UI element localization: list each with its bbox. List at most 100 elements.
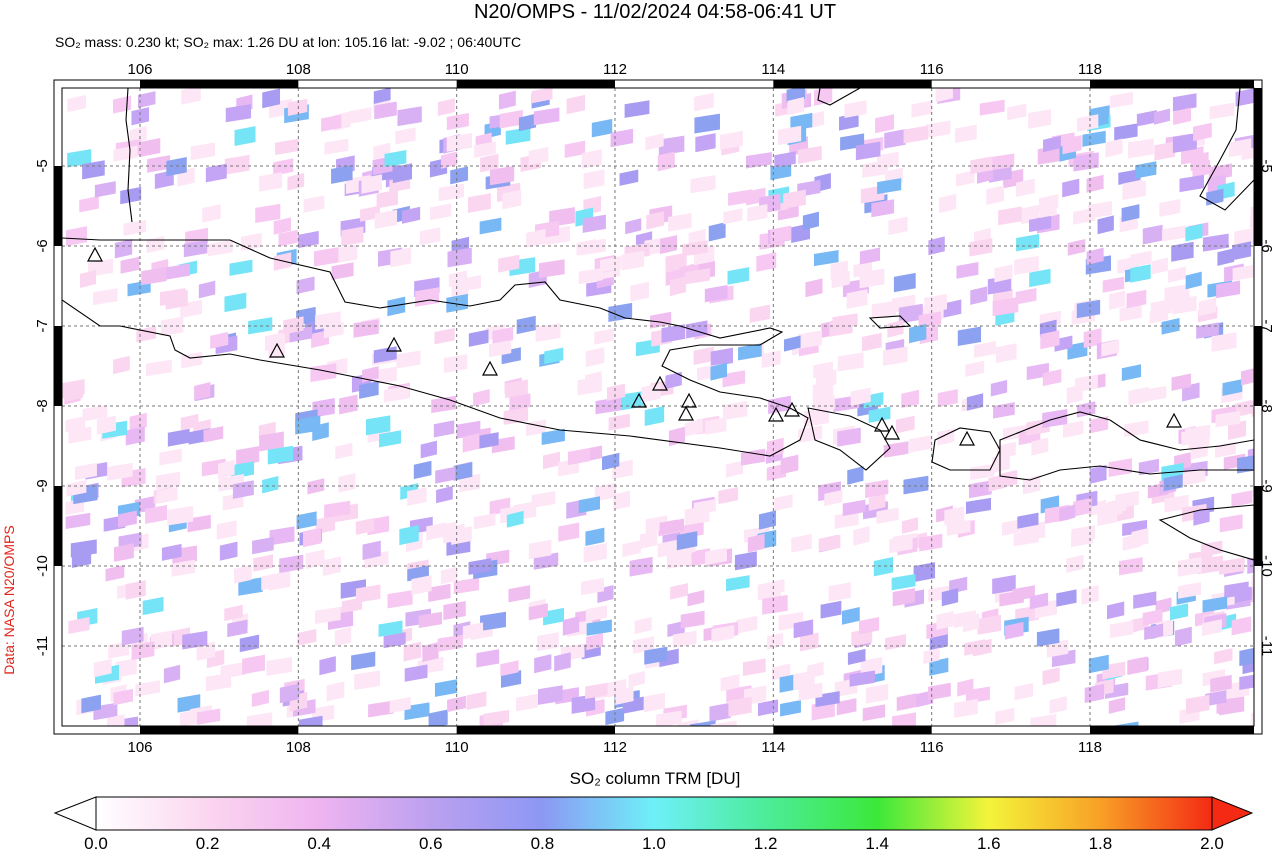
so2-cell xyxy=(499,110,523,129)
so2-cell xyxy=(1173,107,1192,125)
so2-cell xyxy=(230,461,255,479)
so2-cell xyxy=(944,506,965,526)
so2-cell xyxy=(581,149,602,169)
lat-label-right: -11 xyxy=(1258,636,1272,657)
so2-cell xyxy=(1162,225,1186,242)
so2-cell xyxy=(1014,682,1034,701)
so2-cell xyxy=(202,204,221,223)
so2-cell xyxy=(1251,712,1254,726)
so2-cell xyxy=(538,685,563,705)
so2-cell xyxy=(365,415,391,436)
frame-band xyxy=(1090,80,1254,88)
colorbar-tick-label: 1.4 xyxy=(865,834,889,853)
so2-cell xyxy=(928,682,951,701)
so2-cell xyxy=(190,142,216,161)
so2-cell xyxy=(986,185,1004,205)
so2-cell xyxy=(1029,268,1051,288)
colorbar-tick-label: 0.6 xyxy=(419,834,443,853)
so2-cell xyxy=(79,270,96,289)
so2-cell xyxy=(941,588,959,607)
so2-cell xyxy=(1163,474,1183,492)
so2-cell xyxy=(224,154,250,175)
so2-cell xyxy=(1028,215,1052,233)
so2-cell xyxy=(1193,508,1210,526)
so2-cell xyxy=(1231,616,1252,636)
so2-cell xyxy=(321,114,342,132)
so2-cell xyxy=(1251,574,1254,588)
so2-cell xyxy=(1241,368,1254,386)
so2-cell xyxy=(594,482,617,502)
so2-cell xyxy=(453,577,480,595)
so2-cell xyxy=(313,247,339,267)
so2-cell xyxy=(224,292,247,313)
frame-band xyxy=(1254,326,1262,406)
so2-cell xyxy=(518,113,537,132)
so2-cell xyxy=(937,389,958,408)
so2-cell xyxy=(139,138,161,157)
so2-cell xyxy=(435,466,456,484)
so2-cell xyxy=(672,630,697,648)
so2-cell xyxy=(476,649,500,668)
so2-cell xyxy=(1216,280,1241,299)
so2-cell xyxy=(331,262,354,280)
so2-cell xyxy=(387,590,413,609)
so2-cell xyxy=(443,354,468,373)
so2-cell xyxy=(562,616,580,636)
so2-cell xyxy=(278,229,298,247)
so2-cell xyxy=(106,714,125,726)
so2-cell xyxy=(287,98,308,116)
so2-cell xyxy=(1237,455,1254,474)
so2-cell xyxy=(420,440,437,459)
so2-cell xyxy=(828,582,851,602)
colorbar: SO₂ column TRM [DU] 0.0 0.2 0.4 0.6 0.8 1.0 1.… xyxy=(53,769,1254,853)
so2-cell xyxy=(433,420,455,438)
so2-cell xyxy=(865,683,889,704)
so2-cell xyxy=(725,460,744,478)
so2-cell xyxy=(591,118,613,138)
so2-cell xyxy=(396,350,421,369)
so2-cell xyxy=(661,324,686,343)
colorbar-ramp xyxy=(95,796,1213,831)
so2-cell xyxy=(909,435,932,453)
so2-cell xyxy=(585,527,605,547)
frame-band xyxy=(54,166,62,246)
so2-cell xyxy=(998,206,1022,226)
so2-cell xyxy=(585,347,605,367)
so2-cell xyxy=(362,366,379,383)
so2-cell xyxy=(736,615,758,634)
so2-cell xyxy=(82,404,108,422)
so2-cell xyxy=(443,601,466,621)
so2-cell xyxy=(747,204,768,222)
so2-cell xyxy=(355,584,381,603)
so2-cell xyxy=(1141,386,1167,403)
so2-cell xyxy=(680,610,705,629)
so2-cell xyxy=(566,94,585,115)
so2-cell xyxy=(403,641,422,662)
frame-band xyxy=(140,80,299,88)
so2-cell xyxy=(506,510,524,528)
so2-cell xyxy=(440,151,458,169)
so2-cell xyxy=(159,448,182,466)
so2-cell xyxy=(437,98,455,117)
so2-cell xyxy=(1121,364,1142,382)
so2-cell xyxy=(1067,341,1088,360)
so2-cell xyxy=(943,299,962,318)
so2-cell xyxy=(644,646,668,665)
so2-cell xyxy=(667,620,685,637)
so2-cell xyxy=(1232,264,1254,281)
so2-cell xyxy=(411,575,432,596)
so2-cell xyxy=(892,588,915,607)
so2-cell xyxy=(298,230,319,249)
so2-cell xyxy=(995,707,1015,725)
so2-cell xyxy=(1121,204,1140,222)
so2-cell xyxy=(1031,437,1049,456)
so2-cell xyxy=(1042,369,1062,387)
title: N20/OMPS - 11/02/2024 04:58-06:41 UT xyxy=(474,1,836,23)
so2-cell xyxy=(599,255,622,273)
so2-cell xyxy=(205,672,232,692)
so2-cell xyxy=(643,692,665,713)
so2-cell xyxy=(837,352,864,372)
so2-cell xyxy=(972,638,992,657)
so2-cell xyxy=(542,451,561,470)
so2-cell xyxy=(508,585,531,603)
